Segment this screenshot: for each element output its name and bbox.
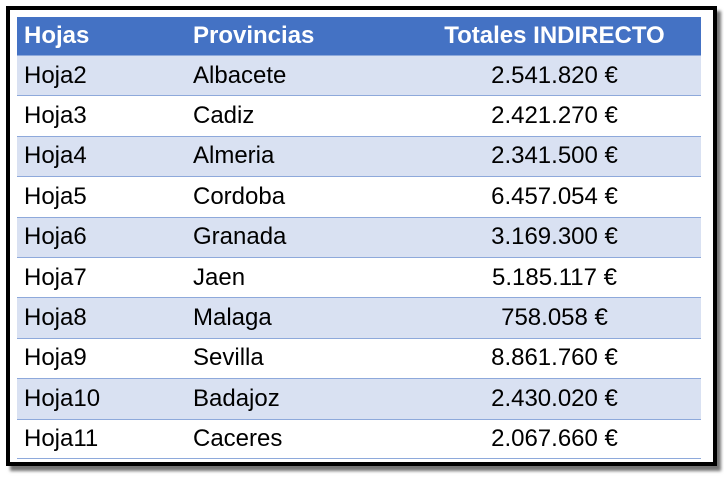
cell-hoja[interactable]: Hoja2 <box>24 61 87 89</box>
cell-hoja[interactable]: Hoja7 <box>24 263 87 291</box>
cell-hoja[interactable]: Hoja10 <box>24 384 101 412</box>
cell-provincia[interactable]: Cordoba <box>193 182 286 210</box>
table-row: Hoja2 Albacete 2.541.820 € <box>17 55 701 96</box>
table-row: Hoja6 Granada 3.169.300 € <box>17 216 701 257</box>
header-totales-indirecto[interactable]: Totales INDIRECTO <box>444 22 665 49</box>
table-row: Hoja3 Cadiz 2.421.270 € <box>17 95 701 136</box>
provinces-table: Hojas Provincias Totales INDIRECTO Hoja2… <box>17 17 701 459</box>
table-row: Hoja8 Malaga 758.058 € <box>17 297 701 338</box>
cell-provincia[interactable]: Jaen <box>193 263 246 291</box>
cell-hoja[interactable]: Hoja11 <box>24 424 99 452</box>
table-row: Hoja9 Sevilla 8.861.760 € <box>17 337 701 379</box>
table-row: Hoja5 Cordoba 6.457.054 € <box>17 176 701 217</box>
cell-total[interactable]: 2.421.270 € <box>491 102 618 130</box>
header-hojas[interactable]: Hojas <box>24 22 90 49</box>
cell-hoja[interactable]: Hoja4 <box>24 142 87 170</box>
cell-total[interactable]: 6.457.054 € <box>491 182 618 210</box>
cell-total[interactable]: 758.058 € <box>501 304 608 332</box>
table-row: Hoja11 Caceres 2.067.660 € <box>17 418 701 459</box>
cell-total[interactable]: 8.861.760 € <box>491 344 618 372</box>
table-row: Hoja10 Badajoz 2.430.020 € <box>17 378 701 419</box>
header-provincias[interactable]: Provincias <box>193 22 315 49</box>
cell-provincia[interactable]: Caceres <box>193 424 283 452</box>
cell-total[interactable]: 5.185.117 € <box>491 263 617 291</box>
cell-hoja[interactable]: Hoja6 <box>24 223 87 251</box>
cell-hoja[interactable]: Hoja8 <box>24 304 87 332</box>
cell-total[interactable]: 2.067.660 € <box>491 424 618 452</box>
cell-total[interactable]: 2.341.500 € <box>491 142 618 170</box>
table-header-row: Hojas Provincias Totales INDIRECTO <box>17 17 701 55</box>
cell-provincia[interactable]: Malaga <box>193 304 272 332</box>
cell-hoja[interactable]: Hoja3 <box>24 102 87 130</box>
table-row: Hoja7 Jaen 5.185.117 € <box>17 256 701 298</box>
table-row: Hoja4 Almeria 2.341.500 € <box>17 135 701 177</box>
cell-total[interactable]: 2.541.820 € <box>491 61 618 89</box>
cell-hoja[interactable]: Hoja9 <box>24 344 87 372</box>
cell-provincia[interactable]: Albacete <box>193 61 287 89</box>
cell-provincia[interactable]: Cadiz <box>193 102 255 130</box>
cell-total[interactable]: 3.169.300 € <box>491 223 618 251</box>
cell-provincia[interactable]: Granada <box>193 223 287 251</box>
cell-total[interactable]: 2.430.020 € <box>491 384 618 412</box>
table-frame: Hojas Provincias Totales INDIRECTO Hoja2… <box>6 6 717 466</box>
cell-provincia[interactable]: Sevilla <box>193 344 264 372</box>
cell-hoja[interactable]: Hoja5 <box>24 182 87 210</box>
cell-provincia[interactable]: Badajoz <box>193 384 280 412</box>
cell-provincia[interactable]: Almeria <box>193 142 275 170</box>
